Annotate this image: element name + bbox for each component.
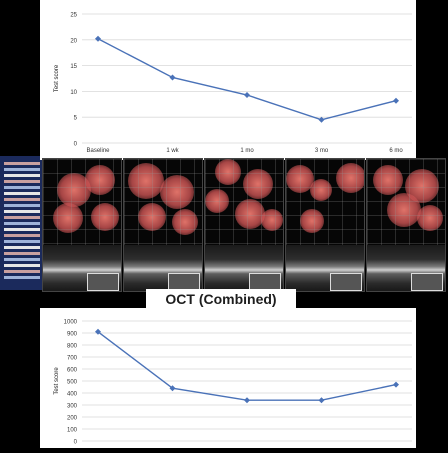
- oct-heatmap: [124, 159, 202, 245]
- oct-heatmap: [205, 159, 283, 245]
- oct-bscan: [43, 245, 121, 291]
- y-tick-label: 100: [67, 428, 78, 434]
- data-point: [318, 116, 325, 123]
- y-tick-label: 600: [67, 368, 78, 374]
- y-tick-label: 0: [74, 142, 78, 148]
- y-tick-label: 700: [67, 356, 78, 362]
- y-axis-label: Test score: [54, 64, 60, 92]
- oct-panel: [42, 158, 122, 292]
- oct-bscan: [205, 245, 283, 291]
- y-tick-label: 200: [67, 416, 78, 422]
- oct-heatmap: [43, 159, 121, 245]
- data-point: [393, 381, 399, 388]
- oct-bscan: [286, 245, 364, 291]
- y-tick-label: 0: [74, 440, 78, 446]
- data-point: [95, 35, 101, 42]
- y-tick-label: 300: [67, 404, 78, 410]
- series-line: [97, 38, 397, 121]
- y-tick-label: 5: [74, 116, 78, 122]
- y-tick-label: 500: [67, 380, 78, 386]
- data-point: [169, 74, 176, 81]
- x-tick-label: 3 mo: [315, 148, 329, 154]
- y-tick-label: 25: [70, 13, 77, 19]
- y-tick-label: 15: [70, 64, 77, 70]
- bottom-chart-panel: 0 100 200 300 400 500 600 700 800 900 1000 Test sco…: [40, 308, 416, 448]
- top-line-chart: 0 5 10 15 20 25 Test score Baseline 1 wk 1 mo 3 mo…: [54, 13, 412, 154]
- y-tick-label: 10: [70, 90, 77, 96]
- data-point: [169, 385, 176, 392]
- oct-image-row: [42, 158, 448, 292]
- y-axis-label: Test score: [54, 367, 60, 395]
- y-tick-label: 900: [67, 332, 78, 338]
- oct-heatmap: [367, 159, 445, 245]
- oct-heatmap: [286, 159, 364, 245]
- oct-bscan: [124, 245, 202, 291]
- data-point: [318, 397, 325, 404]
- x-tick-label: 6 mo: [389, 148, 403, 154]
- x-tick-label: 1 mo: [240, 148, 254, 154]
- data-point: [244, 92, 250, 99]
- data-point: [244, 397, 250, 404]
- top-chart-panel: 0 5 10 15 20 25 Test score Baseline 1 wk 1 mo 3 mo…: [40, 0, 416, 160]
- series-line: [97, 331, 397, 401]
- y-tick-label: 1000: [64, 320, 78, 326]
- oct-panel: [204, 158, 284, 292]
- y-tick-label: 400: [67, 392, 78, 398]
- data-point: [95, 328, 101, 335]
- y-tick-label: 800: [67, 344, 78, 350]
- y-tick-label: 20: [70, 38, 77, 44]
- oct-bscan: [367, 245, 445, 291]
- data-point: [393, 97, 399, 104]
- oct-panel: [285, 158, 365, 292]
- bottom-line-chart: 0 100 200 300 400 500 600 700 800 900 1000 Test sco…: [54, 320, 412, 446]
- x-tick-label: Baseline: [86, 148, 110, 154]
- left-color-strip: [0, 156, 44, 290]
- x-tick-label: 1 wk: [166, 148, 179, 154]
- oct-panel: [123, 158, 203, 292]
- oct-caption: OCT (Combined): [146, 289, 296, 309]
- oct-panel: [366, 158, 446, 292]
